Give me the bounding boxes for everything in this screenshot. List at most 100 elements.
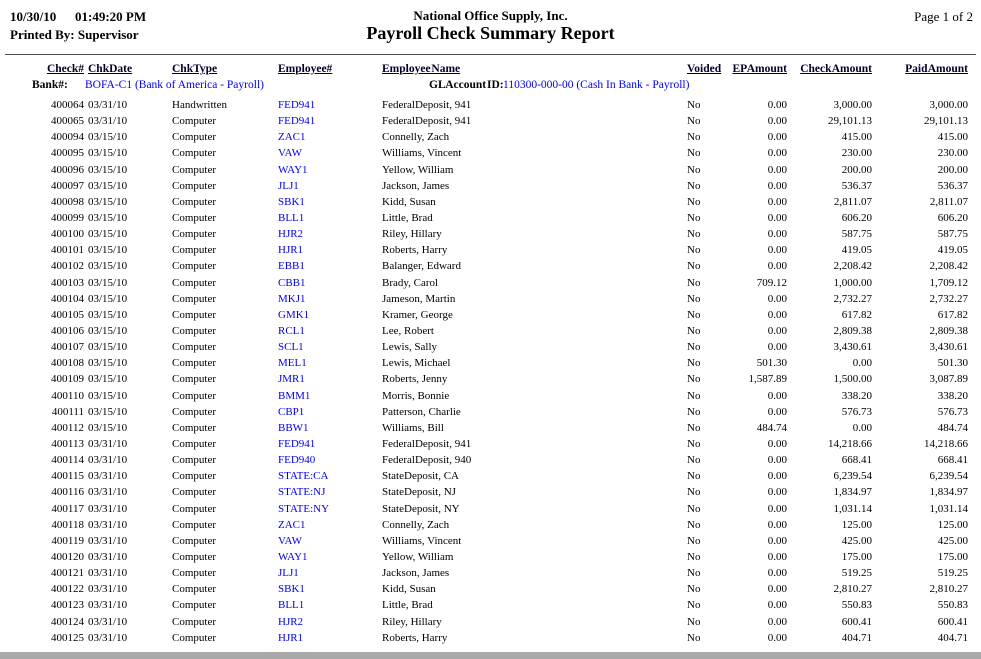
ep-amount-cell: 0.00	[767, 437, 787, 450]
employee-name-cell: Connelly, Zach	[382, 518, 450, 531]
employee-number-link[interactable]: JMR1	[278, 373, 305, 386]
ep-amount-cell: 0.00	[767, 599, 787, 612]
check-amount-cell: 0.00	[852, 357, 872, 370]
employee-number-link[interactable]: RCL1	[278, 324, 305, 337]
employee-number-link[interactable]: SCL1	[278, 341, 304, 354]
employee-number-link[interactable]: MKJ1	[278, 292, 306, 305]
employee-number-link[interactable]: JLJ1	[278, 567, 299, 580]
check-amount-cell: 404.71	[841, 631, 872, 644]
gl-account-id-label: GL Account ID:	[429, 79, 504, 91]
print-time: 01:49:20 PM	[75, 9, 147, 24]
check-number-cell: 400119	[51, 534, 84, 547]
employee-number-link[interactable]: ZAC1	[278, 518, 306, 531]
check-number-cell: 400111	[51, 405, 84, 418]
report-rows: 400064 03/31/10 Handwritten FED941 Feder…	[34, 97, 971, 646]
employee-number-link[interactable]: BLL1	[278, 211, 305, 224]
ep-amount-cell: 0.00	[767, 486, 787, 499]
table-row: 400113 03/31/10 Computer FED941 FederalD…	[34, 436, 971, 452]
ep-amount-cell: 0.00	[767, 389, 787, 402]
employee-number-link[interactable]: BLL1	[278, 599, 305, 612]
voided-cell: No	[687, 292, 701, 305]
table-row: 400116 03/31/10 Computer STATE:NJ StateD…	[34, 484, 971, 500]
employee-number-link[interactable]: BMM1	[278, 389, 311, 402]
employee-number-link[interactable]: WAY1	[278, 163, 308, 176]
check-amount-cell: 14,218.66	[828, 437, 872, 450]
employee-number-link[interactable]: CBP1	[278, 405, 305, 418]
employee-number-link[interactable]: STATE:CA	[278, 470, 329, 483]
chk-date-cell: 03/15/10	[88, 163, 128, 176]
paid-amount-cell: 1,031.14	[929, 502, 969, 515]
paid-amount-cell: 2,809.38	[929, 324, 969, 337]
col-header-employee-number: Employee#	[278, 63, 333, 75]
check-amount-cell: 3,430.61	[833, 341, 873, 354]
chk-date-cell: 03/31/10	[88, 550, 128, 563]
employee-name-cell: StateDeposit, CA	[382, 470, 459, 483]
employee-number-link[interactable]: FED941	[278, 99, 316, 111]
paid-amount-cell: 425.00	[937, 534, 968, 547]
employee-number-link[interactable]: EBB1	[278, 260, 305, 273]
chk-type-cell: Computer	[172, 163, 216, 176]
employee-number-link[interactable]: BBW1	[278, 421, 309, 434]
bank-number-link[interactable]: BOFA-C1 (Bank of America - Payroll)	[85, 79, 264, 91]
employee-name-cell: Kidd, Susan	[382, 583, 436, 596]
check-number-cell: 400110	[51, 389, 84, 402]
voided-cell: No	[687, 131, 701, 144]
chk-date-cell: 03/15/10	[88, 341, 128, 354]
paid-amount-cell: 175.00	[937, 550, 968, 563]
ep-amount-cell: 0.00	[767, 147, 787, 160]
ep-amount-cell: 0.00	[767, 195, 787, 208]
voided-cell: No	[687, 147, 701, 160]
employee-name-cell: Jackson, James	[382, 179, 450, 192]
chk-date-cell: 03/31/10	[88, 534, 128, 547]
check-amount-cell: 1,834.97	[833, 486, 873, 499]
table-row: 400101 03/15/10 Computer HJR1 Roberts, H…	[34, 242, 971, 258]
employee-number-link[interactable]: WAY1	[278, 550, 308, 563]
employee-name-cell: Jackson, James	[382, 567, 450, 580]
voided-cell: No	[687, 486, 701, 499]
employee-name-cell: Riley, Hillary	[382, 228, 442, 241]
employee-number-link[interactable]: JLJ1	[278, 179, 299, 192]
chk-date-cell: 03/15/10	[88, 228, 128, 241]
employee-number-link[interactable]: GMK1	[278, 308, 310, 321]
employee-number-link[interactable]: MEL1	[278, 357, 307, 370]
employee-number-link[interactable]: VAW	[278, 534, 302, 547]
employee-number-link[interactable]: SBK1	[278, 583, 305, 596]
table-row: 400094 03/15/10 Computer ZAC1 Connelly, …	[34, 129, 971, 145]
employee-number-link[interactable]: STATE:NJ	[278, 486, 326, 499]
paid-amount-cell: 419.05	[937, 244, 968, 257]
check-number-cell: 400094	[51, 131, 84, 144]
voided-cell: No	[687, 324, 701, 337]
employee-number-link[interactable]: HJR2	[278, 615, 304, 628]
employee-number-link[interactable]: HJR1	[278, 631, 304, 644]
employee-number-link[interactable]: SBK1	[278, 195, 305, 208]
voided-cell: No	[687, 389, 701, 402]
ep-amount-cell: 0.00	[767, 292, 787, 305]
check-amount-cell: 29,101.13	[828, 115, 872, 128]
employee-number-link[interactable]: ZAC1	[278, 131, 306, 144]
check-number-cell: 400122	[51, 583, 84, 596]
check-amount-cell: 606.20	[841, 211, 872, 224]
employee-name-cell: StateDeposit, NJ	[382, 486, 456, 499]
employee-number-link[interactable]: STATE:NY	[278, 502, 330, 515]
employee-number-link[interactable]: CBB1	[278, 276, 306, 289]
chk-date-cell: 03/31/10	[88, 599, 128, 612]
check-number-cell: 400102	[51, 260, 84, 273]
voided-cell: No	[687, 211, 701, 224]
gl-account-id-link[interactable]: 110300-000-00 (Cash In Bank - Payroll)	[503, 79, 690, 91]
ep-amount-cell: 0.00	[767, 115, 787, 128]
report-title: Payroll Check Summary Report	[366, 23, 615, 43]
employee-number-link[interactable]: VAW	[278, 147, 302, 160]
chk-type-cell: Computer	[172, 389, 216, 402]
employee-number-link[interactable]: FED940	[278, 454, 316, 467]
employee-number-link[interactable]: FED941	[278, 437, 316, 450]
chk-type-cell: Handwritten	[172, 99, 227, 111]
voided-cell: No	[687, 373, 701, 386]
employee-name-cell: Patterson, Charlie	[382, 405, 461, 418]
employee-number-link[interactable]: FED941	[278, 115, 316, 128]
table-row: 400096 03/15/10 Computer WAY1 Yellow, Wi…	[34, 162, 971, 178]
employee-number-link[interactable]: HJR1	[278, 244, 304, 257]
employee-number-link[interactable]: HJR2	[278, 228, 304, 241]
paid-amount-cell: 501.30	[937, 357, 968, 370]
check-amount-cell: 2,208.42	[833, 260, 873, 273]
